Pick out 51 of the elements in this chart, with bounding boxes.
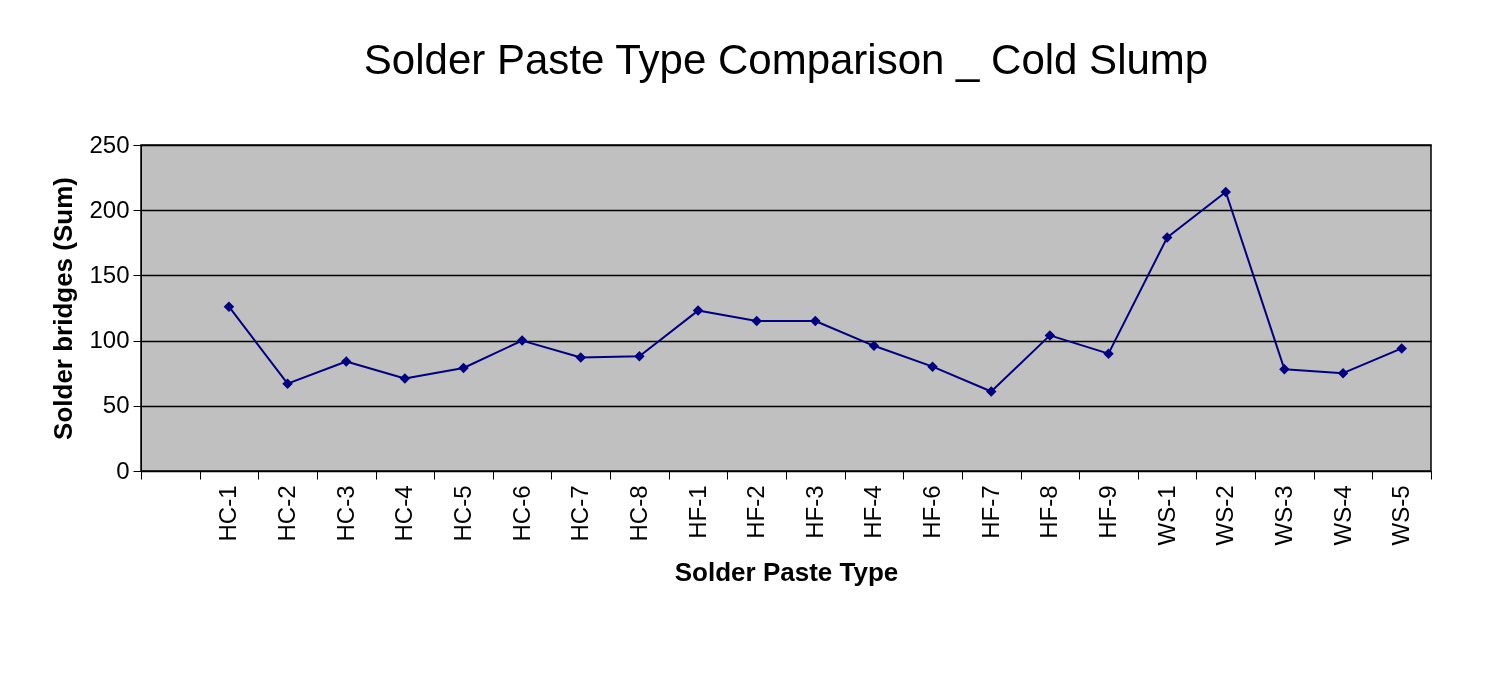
x-tick-label: HC-7 <box>566 485 594 542</box>
x-tick-label: HC-2 <box>273 485 301 542</box>
point <box>1103 348 1114 359</box>
x-tick-label: HF-8 <box>1035 485 1063 539</box>
y-tick-label: 0 <box>116 456 130 484</box>
point <box>516 335 528 346</box>
point <box>340 356 352 367</box>
point <box>223 301 235 312</box>
x-tick-label: HC-6 <box>507 485 535 542</box>
x-tick-label: HF-9 <box>1094 485 1121 539</box>
x-tick-label: HC-1 <box>214 485 242 542</box>
y-tick-label: 100 <box>89 326 130 354</box>
x-tick-label: HC-3 <box>331 485 359 542</box>
point <box>575 352 587 363</box>
x-tick-label: HF-4 <box>859 485 887 539</box>
y-axis-title: Solder bridges (Sum) <box>48 177 79 440</box>
point <box>282 378 293 389</box>
point <box>399 373 411 384</box>
y-tick-label: 150 <box>89 260 130 288</box>
y-tick-label: 250 <box>89 130 130 158</box>
chart-title: Solder Paste Type Comparison _ Cold Slump <box>363 36 1209 83</box>
point <box>1337 367 1349 379</box>
x-tick-label: WS-2 <box>1211 485 1239 546</box>
point <box>868 340 880 352</box>
x-tick-label: HF-2 <box>742 485 770 539</box>
x-tick-label: HC-4 <box>390 485 418 542</box>
point <box>1220 186 1232 198</box>
x-tick-label: HF-7 <box>976 485 1004 539</box>
x-tick-label: WS-1 <box>1152 485 1180 546</box>
point <box>1161 232 1173 243</box>
y-tick-label: 50 <box>102 391 130 419</box>
x-tick-label: HC-8 <box>624 485 652 542</box>
point <box>458 362 469 374</box>
point <box>692 305 704 316</box>
x-tick-label: HF-6 <box>918 485 946 539</box>
point <box>1279 364 1290 375</box>
point <box>634 351 645 362</box>
point <box>751 315 762 327</box>
y-tick-label: 200 <box>89 195 130 223</box>
x-axis-title: Solder Paste Type <box>674 556 899 587</box>
x-tick-label: HF-3 <box>800 485 828 539</box>
point <box>810 315 821 327</box>
x-tick-label: HC-5 <box>449 485 476 542</box>
x-tick-label: WS-3 <box>1269 485 1297 546</box>
point <box>927 361 938 372</box>
x-tick-label: WS-5 <box>1387 485 1415 546</box>
point <box>1044 330 1056 341</box>
x-tick-label: WS-4 <box>1328 485 1356 546</box>
point <box>985 386 997 397</box>
point <box>1396 343 1407 354</box>
x-tick-label: HF-1 <box>683 485 711 539</box>
